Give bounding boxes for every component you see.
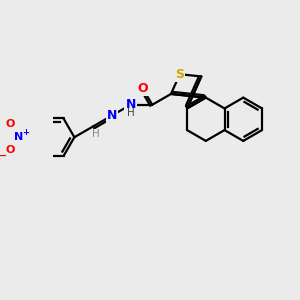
Text: N: N [125, 98, 136, 111]
Text: O: O [6, 119, 15, 130]
Text: O: O [6, 145, 15, 155]
Text: S: S [175, 68, 184, 81]
Text: H: H [127, 108, 134, 118]
Text: N: N [14, 132, 24, 142]
Text: H: H [92, 129, 99, 139]
Text: O: O [138, 82, 148, 95]
Text: −: − [0, 150, 7, 161]
Text: N: N [107, 109, 117, 122]
Text: +: + [22, 128, 29, 137]
